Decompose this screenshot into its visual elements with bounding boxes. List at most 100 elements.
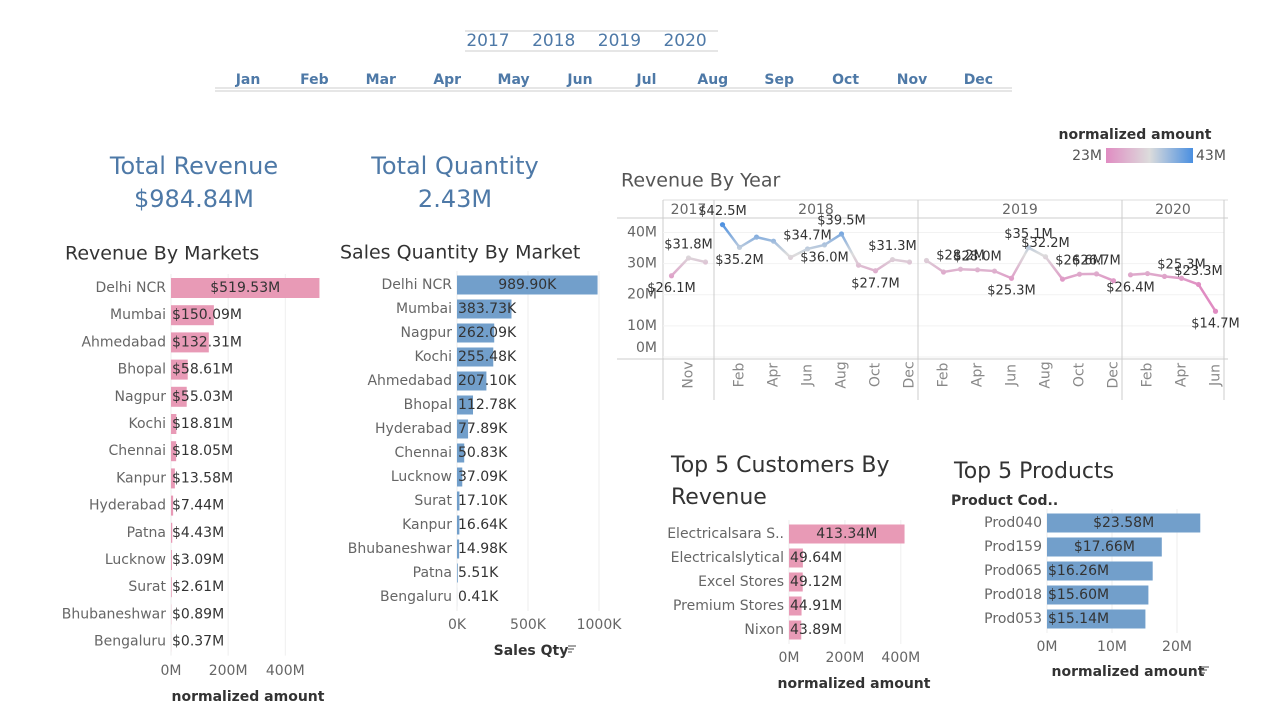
bar <box>457 515 460 535</box>
data-point <box>940 269 947 275</box>
value-label: 44.91M <box>790 598 842 614</box>
value-label: $23.3M <box>1174 264 1222 279</box>
category-label: Mumbai <box>396 301 452 317</box>
bar <box>457 371 487 391</box>
category-label: Electricalsara S.. <box>667 526 784 542</box>
y-tick-label: 10M <box>627 318 657 334</box>
bar <box>1047 513 1201 533</box>
bar <box>457 419 469 439</box>
data-point <box>668 273 675 279</box>
value-label: 383.73K <box>458 301 517 317</box>
bar <box>1047 609 1146 629</box>
month-filter[interactable]: Dec <box>964 72 993 88</box>
value-label: $27.7M <box>851 276 899 291</box>
x-tick-label: Dec <box>1106 361 1122 388</box>
data-point <box>1212 308 1219 314</box>
value-label: $31.3M <box>868 239 916 254</box>
month-filter[interactable]: Nov <box>897 72 927 88</box>
value-label: $36.0M <box>800 250 848 265</box>
category-label: Hyderabad <box>89 498 166 514</box>
category-label: Premium Stores <box>673 598 784 614</box>
x-tick-label: 400M <box>266 663 305 679</box>
value-label: $18.81M <box>172 416 233 432</box>
value-label: $31.8M <box>664 237 712 252</box>
category-label: Delhi NCR <box>96 280 167 296</box>
month-filter[interactable]: Feb <box>300 72 329 88</box>
y-tick-label: 20M <box>627 287 657 303</box>
data-point <box>1025 245 1032 251</box>
month-filter[interactable]: Oct <box>832 72 859 88</box>
value-label: $55.03M <box>172 389 233 405</box>
month-filter[interactable]: Jun <box>566 72 592 88</box>
category-label: Kochi <box>414 349 452 365</box>
x-tick-label: Nov <box>681 361 697 388</box>
value-label: $39.5M <box>817 214 865 229</box>
month-filter[interactable]: Sep <box>764 72 794 88</box>
x-tick-label: 200M <box>826 650 865 666</box>
data-point <box>991 268 998 274</box>
data-point <box>1161 273 1168 279</box>
x-tick-label: 200M <box>209 663 248 679</box>
value-label: $7.44M <box>172 498 224 514</box>
bar <box>457 323 495 343</box>
category-label: Patna <box>413 565 452 581</box>
x-tick-label: 1000K <box>577 617 623 633</box>
data-point <box>821 242 828 248</box>
x-tick-label: 0K <box>448 617 467 633</box>
year-filter[interactable]: 2017 <box>466 31 509 51</box>
x-tick-label: Aug <box>834 361 850 388</box>
bar <box>457 443 465 463</box>
category-label: Kanpur <box>402 517 452 533</box>
legend-gradient <box>1106 148 1193 163</box>
month-filter[interactable]: Jan <box>235 72 261 88</box>
category-label: Nagpur <box>401 325 453 341</box>
x-tick-label: Jun <box>1208 364 1224 387</box>
data-point <box>974 267 981 273</box>
data-point <box>736 244 743 250</box>
bar <box>171 332 209 353</box>
year-filter[interactable]: 2018 <box>532 31 575 51</box>
month-filter[interactable]: May <box>498 72 530 88</box>
month-filter[interactable]: Apr <box>433 72 461 88</box>
value-label: $3.09M <box>172 552 224 568</box>
y-tick-label: 30M <box>627 256 657 272</box>
category-label: Electricalslytical <box>671 550 784 566</box>
bar <box>171 414 177 434</box>
category-label: Bhubaneshwar <box>62 606 166 622</box>
data-point <box>1144 270 1151 277</box>
value-label: 255.48K <box>458 349 517 365</box>
line-series <box>1130 272 1217 312</box>
legend-max: 43M <box>1196 148 1226 164</box>
value-label: 262.09K <box>458 325 517 341</box>
value-label: $58.61M <box>172 362 233 378</box>
value-label: $150.09M <box>172 307 242 323</box>
value-label: 5.51K <box>458 565 499 581</box>
data-point <box>855 262 862 268</box>
x-tick-label: Feb <box>1140 362 1156 387</box>
line-series <box>925 246 1114 282</box>
value-label: 0.41K <box>458 589 499 605</box>
year-filter[interactable]: 2019 <box>598 31 641 51</box>
category-label: Bhopal <box>118 362 166 378</box>
value-label: $25.3M <box>987 284 1035 299</box>
x-tick-label: Apr <box>970 363 986 387</box>
year-filter[interactable]: 2020 <box>663 31 706 51</box>
data-point <box>787 254 794 260</box>
x-tick-label: Feb <box>936 362 952 387</box>
month-filter[interactable]: Aug <box>697 72 728 88</box>
panel-header: 2017 <box>671 202 707 218</box>
x-tick-label: 400M <box>881 650 920 666</box>
month-filter[interactable]: Mar <box>366 72 396 88</box>
month-filter[interactable]: Jul <box>635 72 656 88</box>
bar <box>457 491 460 511</box>
x-tick-label: Dec <box>902 361 918 388</box>
y-tick-label: 0M <box>636 340 657 356</box>
chart-title: Top 5 Customers By Revenue <box>671 453 890 510</box>
category-label: Prod053 <box>984 611 1042 627</box>
category-label: Mumbai <box>110 307 166 323</box>
value-label: $26.7M <box>1072 253 1120 268</box>
data-point <box>719 222 726 228</box>
category-label: Kanpur <box>116 470 166 486</box>
value-label: $34.7M <box>783 228 831 243</box>
